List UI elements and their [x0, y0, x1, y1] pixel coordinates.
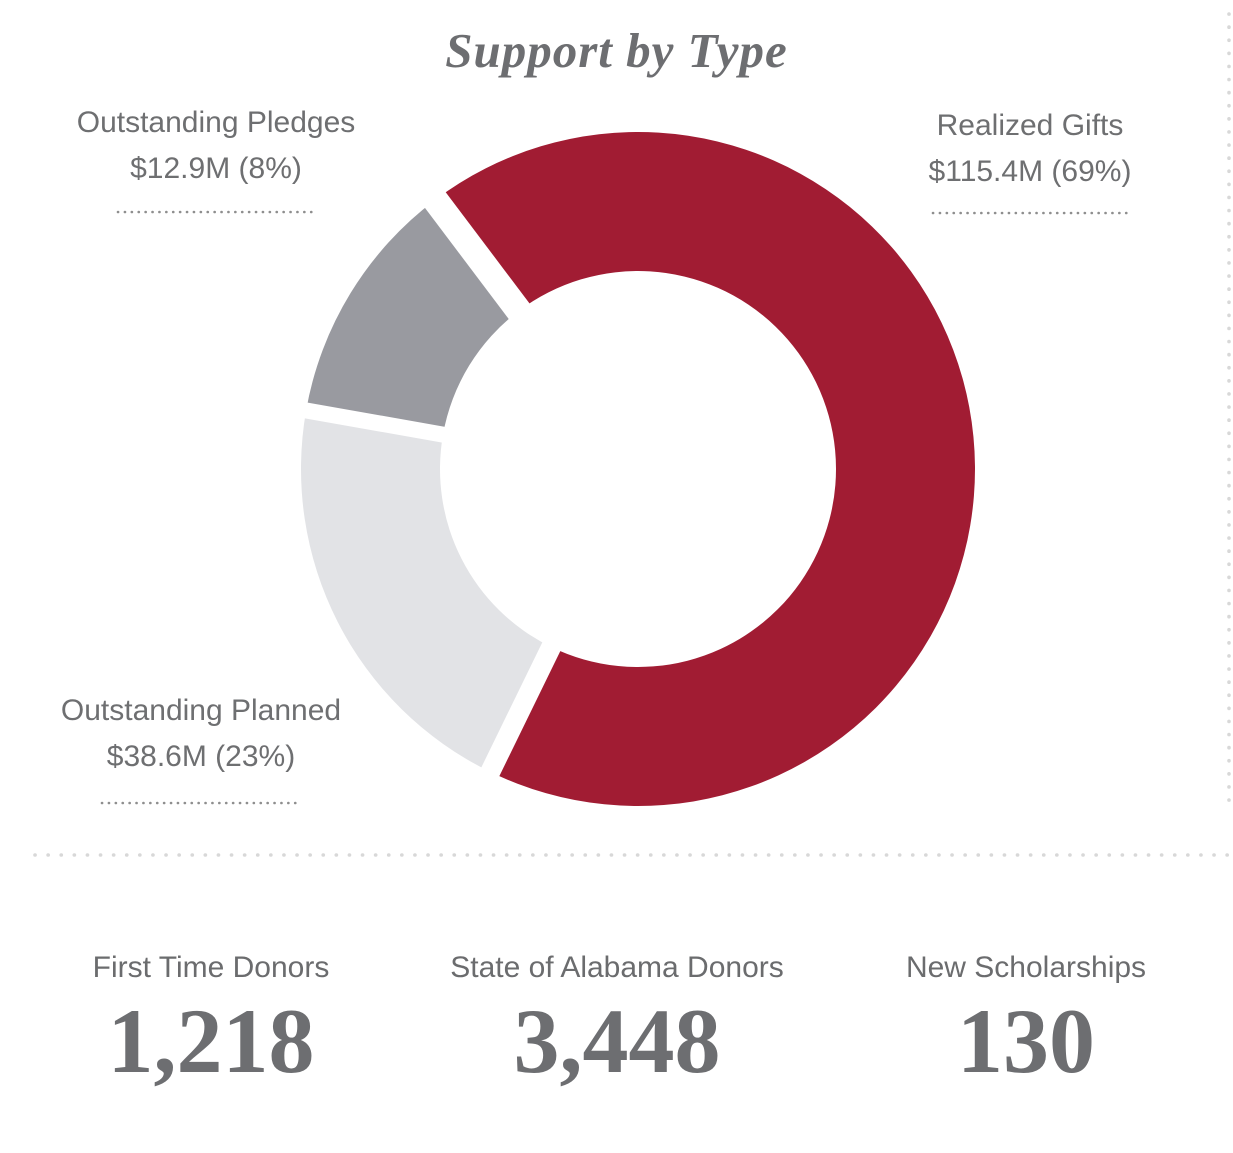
stat-value-state-of-alabama-donors: 3,448 [513, 990, 721, 1092]
chart-title: Support by Type [445, 23, 788, 78]
slice-value-realized-gifts: $115.4M (69%) [928, 155, 1132, 188]
slice-label-outstanding-planned: Outstanding Planned [60, 694, 342, 727]
stat-label-new-scholarships: New Scholarships [905, 951, 1147, 984]
stat-new-scholarships: New Scholarships 130 [836, 948, 1216, 1087]
slice-label-realized-gifts: Realized Gifts [936, 109, 1124, 142]
slice-separator [406, 168, 548, 343]
callout-outstanding-planned: Outstanding Planned $38.6M (23%) [21, 688, 381, 780]
callout-outstanding-pledges: Outstanding Pledges $12.9M (8%) [36, 100, 396, 192]
slice-separator [275, 397, 474, 448]
donut-slice-realized-gifts[interactable] [435, 132, 976, 806]
slice-value-outstanding-pledges: $12.9M (8%) [130, 152, 302, 185]
stat-state-of-alabama-donors: State of Alabama Donors 3,448 [427, 948, 807, 1087]
stat-label-first-time-donors: First Time Donors [92, 951, 330, 984]
stat-value-first-time-donors: 1,218 [107, 990, 315, 1092]
slice-label-outstanding-pledges: Outstanding Pledges [76, 106, 356, 139]
donut-slice-outstanding-planned[interactable] [300, 410, 552, 772]
stat-first-time-donors: First Time Donors 1,218 [21, 948, 401, 1087]
slice-value-outstanding-planned: $38.6M (23%) [106, 740, 296, 773]
callout-realized-gifts: Realized Gifts $115.4M (69%) [850, 103, 1210, 195]
slice-separator [468, 615, 574, 804]
stat-value-new-scholarships: 130 [957, 990, 1095, 1092]
stat-label-state-of-alabama-donors: State of Alabama Donors [450, 951, 784, 984]
